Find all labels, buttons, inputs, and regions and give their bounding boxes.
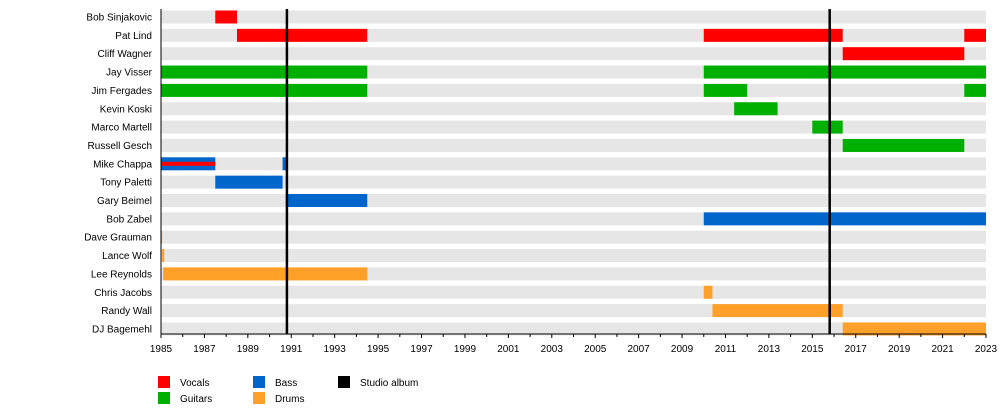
member-name: Gary Beimel xyxy=(97,196,152,207)
member-name: Cliff Wagner xyxy=(98,49,153,60)
bar-vocals xyxy=(842,47,965,61)
bar-vocals xyxy=(215,10,237,24)
member-name: Dave Grauman xyxy=(84,233,152,244)
bar-drums xyxy=(161,230,163,244)
x-tick-label: 1997 xyxy=(410,344,433,355)
bar-vocals xyxy=(236,28,368,42)
x-tick-label: 2017 xyxy=(845,344,868,355)
legend-label-guitars: Guitars xyxy=(180,394,212,405)
legend-label-album: Studio album xyxy=(360,378,418,389)
row-background xyxy=(161,194,986,207)
row-background xyxy=(161,47,986,61)
bar-bass xyxy=(282,157,287,171)
member-name: Lance Wolf xyxy=(102,251,152,262)
row-background xyxy=(161,175,986,189)
x-tick-label: 2019 xyxy=(888,344,911,355)
member-name: Bob Zabel xyxy=(106,214,152,225)
x-tick-label: 2009 xyxy=(671,344,694,355)
bar-stripe-vocals xyxy=(161,161,216,166)
x-tick-label: 1993 xyxy=(324,344,347,355)
member-name: Bob Sinjakovic xyxy=(86,13,152,24)
x-tick-label: 2013 xyxy=(758,344,781,355)
member-name: Russell Gesch xyxy=(88,141,152,152)
row-background xyxy=(161,157,986,171)
row-background xyxy=(161,304,986,318)
legend-swatch-bass xyxy=(253,376,265,388)
member-name: Jay Visser xyxy=(106,68,153,79)
row-background xyxy=(161,102,986,116)
legend-swatch-album xyxy=(338,376,350,388)
row-background xyxy=(161,10,986,24)
row-background xyxy=(161,322,986,336)
x-tick-label: 2003 xyxy=(541,344,564,355)
bar-drums xyxy=(703,285,713,299)
x-tick-label: 1987 xyxy=(193,344,216,355)
bar-bass xyxy=(703,212,986,226)
bar-guitars xyxy=(734,102,778,116)
row-background xyxy=(161,285,986,299)
x-tick-label: 1995 xyxy=(367,344,390,355)
legend-label-bass: Bass xyxy=(275,378,297,389)
bar-drums xyxy=(163,267,368,281)
row-background xyxy=(161,249,986,263)
bar-drums xyxy=(842,322,986,336)
x-tick-label: 2001 xyxy=(497,344,520,355)
member-name: Tony Paletti xyxy=(100,178,152,189)
legend-label-vocals: Vocals xyxy=(180,378,209,389)
bar-vocals xyxy=(964,28,986,42)
legend-label-drums: Drums xyxy=(275,394,304,405)
member-name: Chris Jacobs xyxy=(94,288,152,299)
x-tick-label: 1985 xyxy=(150,344,173,355)
bar-vocals xyxy=(703,28,843,42)
x-tick-label: 2011 xyxy=(715,344,737,355)
legend-swatch-guitars xyxy=(158,392,170,404)
bar-bass xyxy=(215,175,283,189)
row-background xyxy=(161,120,986,134)
bar-bass xyxy=(285,194,368,207)
member-name: Lee Reynolds xyxy=(91,269,152,280)
bar-guitars xyxy=(703,83,748,97)
x-tick-label: 2021 xyxy=(931,344,954,355)
x-tick-label: 1989 xyxy=(237,344,260,355)
x-tick-label: 2015 xyxy=(801,344,824,355)
member-name: Mike Chappa xyxy=(93,159,152,170)
bar-guitars xyxy=(703,65,986,79)
member-name: Kevin Koski xyxy=(100,104,152,115)
bar-guitars xyxy=(842,138,965,152)
bar-drums xyxy=(162,249,165,263)
x-tick-label: 2005 xyxy=(584,344,607,355)
bar-guitars xyxy=(964,83,986,97)
row-background xyxy=(161,230,986,244)
bar-guitars xyxy=(161,65,368,79)
x-tick-label: 1999 xyxy=(454,344,477,355)
bar-guitars xyxy=(812,120,843,134)
legend-swatch-drums xyxy=(253,392,265,404)
member-name: Pat Lind xyxy=(115,31,152,42)
x-tick-label: 1991 xyxy=(280,344,303,355)
bar-guitars xyxy=(161,83,368,97)
member-name: Marco Martell xyxy=(91,123,152,134)
row-background xyxy=(161,138,986,152)
legend-swatch-vocals xyxy=(158,376,170,388)
bar-drums xyxy=(712,304,843,318)
x-tick-label: 2007 xyxy=(628,344,651,355)
member-name: DJ Bagemehl xyxy=(92,324,152,335)
member-name: Randy Wall xyxy=(101,306,152,317)
x-tick-label: 2023 xyxy=(975,344,998,355)
member-name: Jim Fergades xyxy=(91,86,152,97)
